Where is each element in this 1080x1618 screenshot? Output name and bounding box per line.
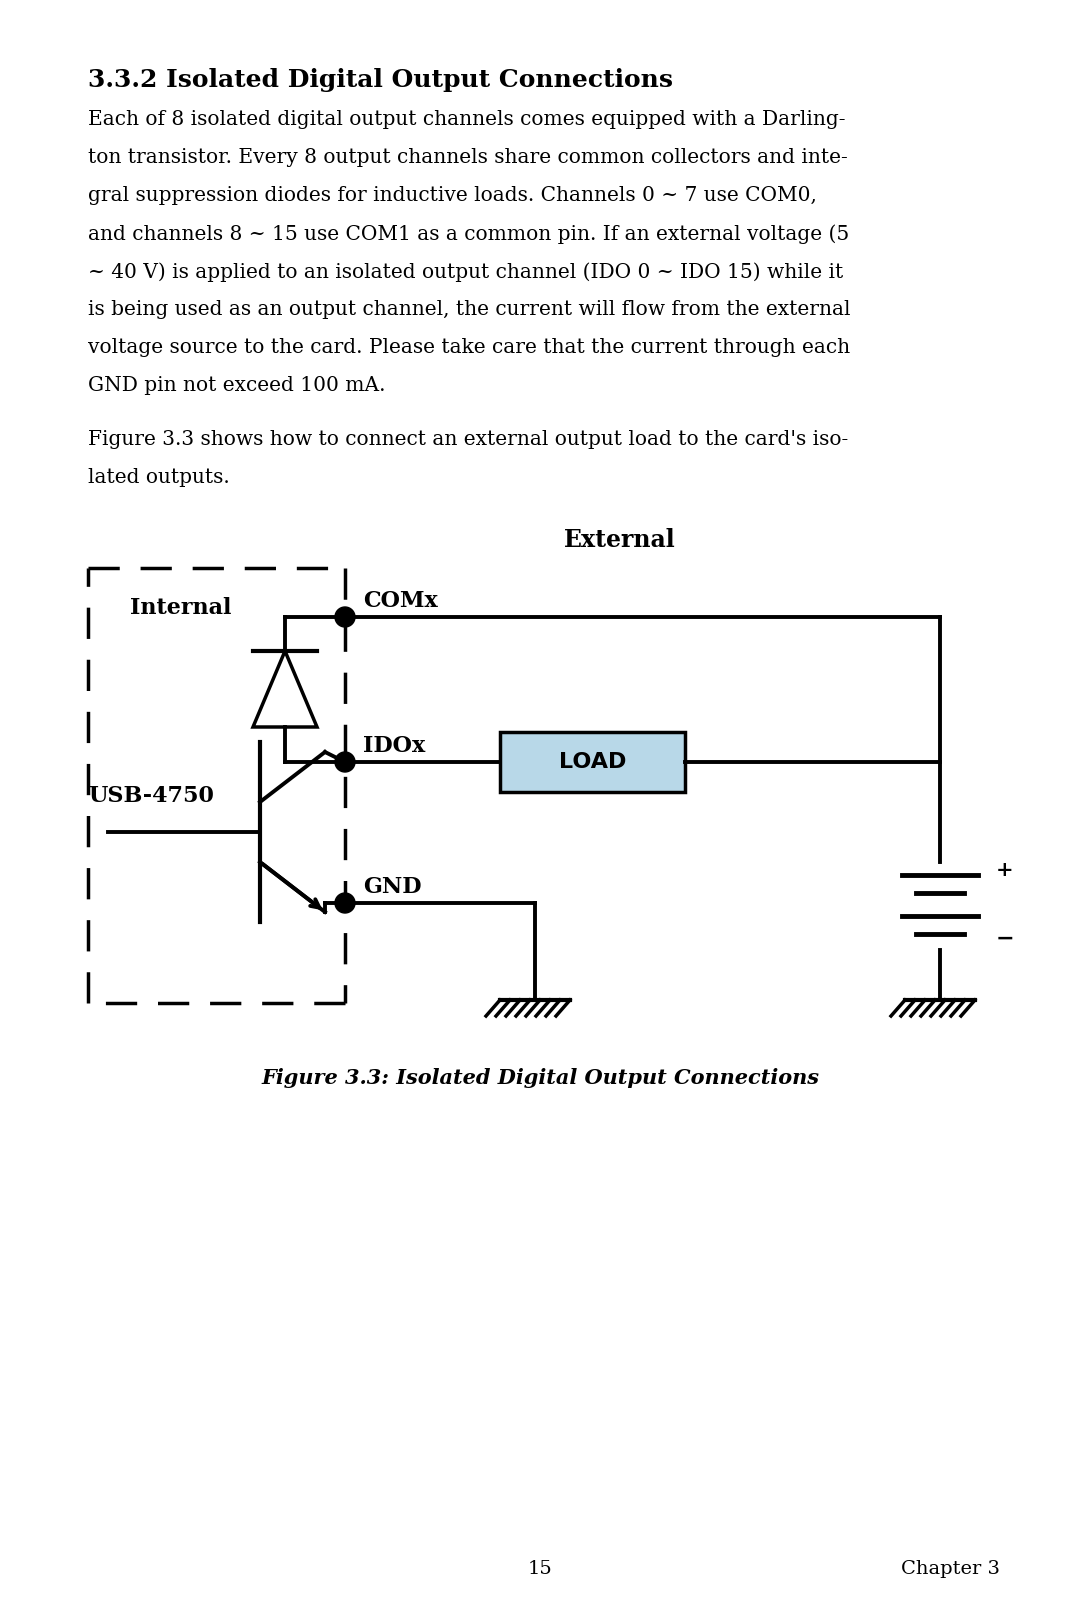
Text: Internal: Internal — [130, 597, 231, 620]
Text: GND pin not exceed 100 mA.: GND pin not exceed 100 mA. — [87, 375, 386, 395]
Text: LOAD: LOAD — [558, 752, 626, 772]
Text: 3.3.2 Isolated Digital Output Connections: 3.3.2 Isolated Digital Output Connection… — [87, 68, 673, 92]
Text: ton transistor. Every 8 output channels share common collectors and inte-: ton transistor. Every 8 output channels … — [87, 147, 848, 167]
Text: −: − — [996, 929, 1014, 950]
Text: Each of 8 isolated digital output channels comes equipped with a Darling-: Each of 8 isolated digital output channe… — [87, 110, 846, 129]
Circle shape — [335, 607, 355, 628]
Text: 15: 15 — [528, 1560, 552, 1578]
Text: is being used as an output channel, the current will flow from the external: is being used as an output channel, the … — [87, 299, 851, 319]
Text: Chapter 3: Chapter 3 — [901, 1560, 1000, 1578]
Text: COMx: COMx — [363, 591, 437, 612]
Text: USB-4750: USB-4750 — [87, 785, 214, 807]
Bar — [500, 731, 685, 791]
Text: IDOx: IDOx — [363, 735, 426, 757]
Text: and channels 8 ~ 15 use COM1 as a common pin. If an external voltage (5: and channels 8 ~ 15 use COM1 as a common… — [87, 223, 849, 244]
Text: GND: GND — [363, 875, 421, 898]
Polygon shape — [253, 650, 318, 726]
Circle shape — [335, 752, 355, 772]
Text: +: + — [996, 861, 1014, 880]
Text: Figure 3.3 shows how to connect an external output load to the card's iso-: Figure 3.3 shows how to connect an exter… — [87, 430, 848, 450]
Text: lated outputs.: lated outputs. — [87, 468, 230, 487]
Text: External: External — [564, 527, 676, 552]
Text: ~ 40 V) is applied to an isolated output channel (IDO 0 ~ IDO 15) while it: ~ 40 V) is applied to an isolated output… — [87, 262, 843, 282]
Text: voltage source to the card. Please take care that the current through each: voltage source to the card. Please take … — [87, 338, 850, 358]
Circle shape — [335, 893, 355, 913]
Text: Figure 3.3: Isolated Digital Output Connections: Figure 3.3: Isolated Digital Output Conn… — [261, 1068, 819, 1087]
Text: gral suppression diodes for inductive loads. Channels 0 ~ 7 use COM0,: gral suppression diodes for inductive lo… — [87, 186, 816, 205]
